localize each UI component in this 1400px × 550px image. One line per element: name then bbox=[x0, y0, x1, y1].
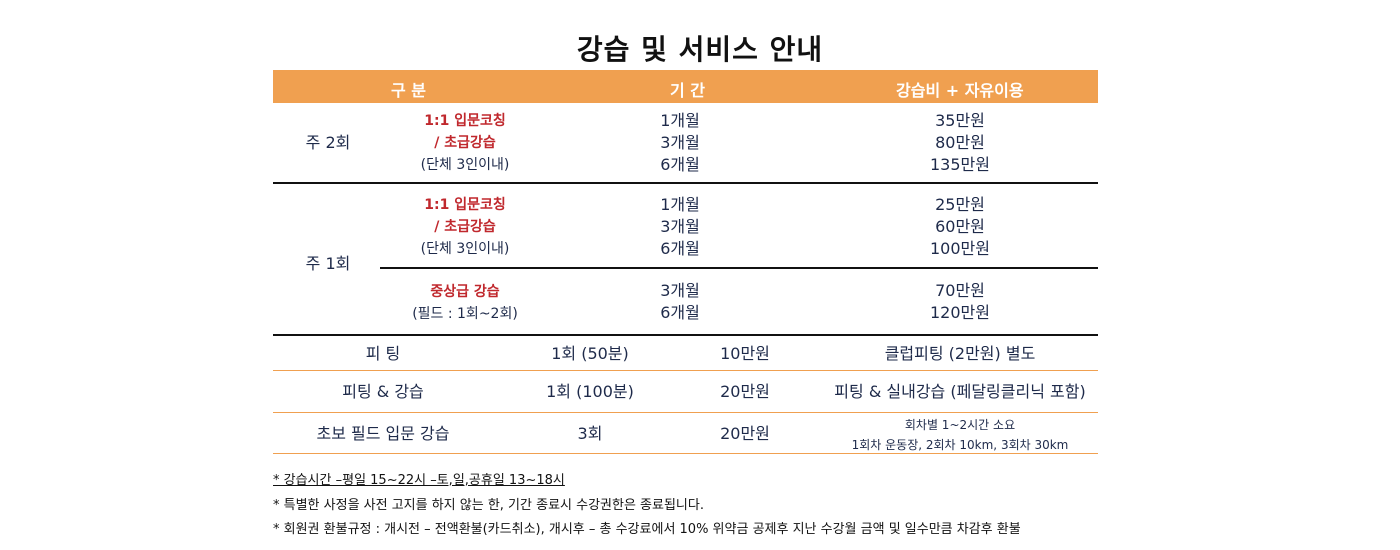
service-price: 20만원 bbox=[720, 424, 770, 443]
period-list: 1개월 3개월 6개월 bbox=[620, 194, 740, 260]
note-refund: * 회원권 환불규정 : 개시전 – 전액환불(카드취소), 개시후 – 총 수… bbox=[273, 522, 1021, 537]
price-item: 25만원 bbox=[935, 195, 985, 214]
service-count: 1회 (50분) bbox=[551, 344, 629, 363]
period-item: 3개월 bbox=[660, 281, 700, 300]
price-list: 25만원 60만원 100만원 bbox=[900, 194, 1020, 260]
service-note: 회차별 1~2시간 소요 1회차 운동장, 2회차 10km, 3회차 30km bbox=[815, 415, 1105, 455]
service-note: 클럽피팅 (2만원) 별도 bbox=[884, 344, 1036, 363]
course-subtitle: / 초급강습 bbox=[434, 135, 496, 151]
note-hours: * 강습시간 –평일 15~22시 –토,일,공휴일 13~18시 bbox=[273, 473, 565, 488]
row-label-twice-weekly: 주 2회 bbox=[305, 133, 351, 152]
period-item: 6개월 bbox=[660, 155, 700, 174]
price-item: 60만원 bbox=[935, 217, 985, 236]
header-fee: 강습비 + 자유이용 bbox=[896, 81, 1024, 100]
course-description: 1:1 입문코칭 / 초급강습 (단체 3인이내) bbox=[380, 194, 550, 260]
period-item: 3개월 bbox=[660, 133, 700, 152]
course-note: (단체 3인이내) bbox=[420, 241, 510, 257]
course-title: 1:1 입문코칭 bbox=[424, 197, 506, 213]
service-note-line: 회차별 1~2시간 소요 bbox=[904, 418, 1016, 432]
service-note-line: 1회차 운동장, 2회차 10km, 3회차 30km bbox=[851, 438, 1069, 452]
period-item: 1개월 bbox=[660, 111, 700, 130]
row-divider bbox=[273, 412, 1098, 413]
note-expiry: * 특별한 사정을 사전 고지를 하지 않는 한, 기간 종료시 수강권한은 종… bbox=[273, 498, 704, 513]
service-count: 3회 bbox=[577, 424, 603, 443]
course-description: 1:1 입문코칭 / 초급강습 (단체 3인이내) bbox=[380, 110, 550, 176]
service-name: 피팅 & 강습 bbox=[342, 382, 424, 401]
service-name: 피 팅 bbox=[365, 344, 401, 363]
page-title: 강습 및 서비스 안내 bbox=[576, 33, 824, 66]
section-divider bbox=[273, 334, 1098, 336]
header-period: 기 간 bbox=[670, 81, 706, 100]
course-note: (단체 3인이내) bbox=[420, 157, 510, 173]
row-divider bbox=[273, 453, 1098, 454]
course-note: (필드 : 1회~2회) bbox=[412, 306, 518, 322]
price-list: 35만원 80만원 135만원 bbox=[900, 110, 1020, 176]
price-item: 80만원 bbox=[935, 133, 985, 152]
price-item: 70만원 bbox=[935, 281, 985, 300]
service-count: 1회 (100분) bbox=[546, 382, 634, 401]
course-title: 1:1 입문코칭 bbox=[424, 113, 506, 129]
row-label-once-weekly: 주 1회 bbox=[305, 254, 351, 273]
period-item: 1개월 bbox=[660, 195, 700, 214]
service-note: 피팅 & 실내강습 (페달링클리닉 포함) bbox=[834, 382, 1086, 401]
period-item: 3개월 bbox=[660, 217, 700, 236]
row-divider bbox=[273, 370, 1098, 371]
course-title: 중상급 강습 bbox=[430, 284, 500, 300]
price-item: 35만원 bbox=[935, 111, 985, 130]
service-price: 10만원 bbox=[720, 344, 770, 363]
price-item: 100만원 bbox=[930, 239, 990, 258]
course-subtitle: / 초급강습 bbox=[434, 219, 496, 235]
price-item: 135만원 bbox=[930, 155, 990, 174]
table-header: 구 분 기 간 강습비 + 자유이용 bbox=[273, 70, 1098, 103]
header-category: 구 분 bbox=[391, 81, 427, 100]
period-list: 1개월 3개월 6개월 bbox=[620, 110, 740, 176]
row-divider bbox=[273, 182, 1098, 184]
sub-row-divider bbox=[380, 267, 1098, 269]
price-list: 70만원 120만원 bbox=[900, 280, 1020, 324]
period-item: 6개월 bbox=[660, 239, 700, 258]
service-price: 20만원 bbox=[720, 382, 770, 401]
period-item: 6개월 bbox=[660, 303, 700, 322]
price-item: 120만원 bbox=[930, 303, 990, 322]
service-name: 초보 필드 입문 강습 bbox=[316, 424, 450, 443]
period-list: 3개월 6개월 bbox=[620, 280, 740, 324]
course-description: 중상급 강습 (필드 : 1회~2회) bbox=[380, 281, 550, 325]
